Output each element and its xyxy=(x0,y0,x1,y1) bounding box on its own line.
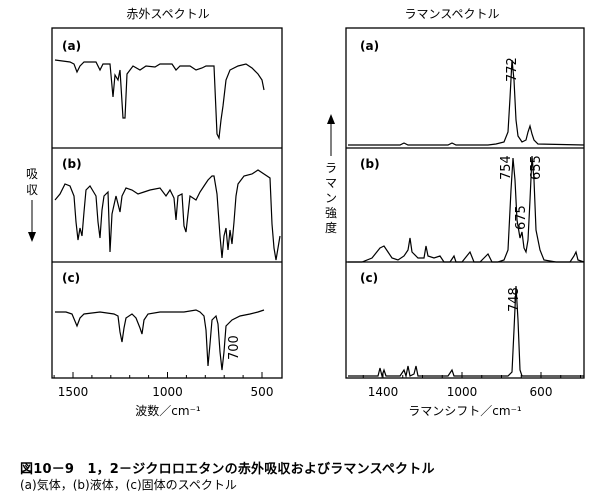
ir-x-ticks: 1500 1000 500 xyxy=(53,372,274,399)
raman-ylabel-char: マ xyxy=(325,176,337,190)
ir-ylabel-2: 収 xyxy=(26,183,38,197)
raman-label-b: (b) xyxy=(360,157,380,171)
raman-annotation-754: 754 xyxy=(499,155,514,180)
caption-title: 図10－9 1，2－ジクロロエタンの赤外吸収およびラマンスペクトル xyxy=(20,462,435,477)
raman-x-ticks: 1400 1000 600 xyxy=(362,372,581,399)
ir-label-a: (a) xyxy=(62,39,81,53)
raman-title: ラマンスペクトル xyxy=(405,7,500,21)
ir-annotation-700: 700 xyxy=(227,335,242,360)
raman-annotation-772: 772 xyxy=(505,57,520,82)
raman-annotation-655: 655 xyxy=(529,155,544,180)
ir-xlabel: 波数／cm⁻¹ xyxy=(135,403,201,418)
ir-spectrum-b xyxy=(54,169,281,261)
raman-label-c: (c) xyxy=(360,271,378,285)
raman-ylabel-char: 強 xyxy=(325,206,337,220)
raman-ylabel-char: ラ xyxy=(325,161,337,175)
ir-spectrum-c xyxy=(55,309,265,371)
raman-spectrum-b xyxy=(348,155,585,263)
ir-spectrum-a xyxy=(54,59,265,141)
raman-annotation-748: 748 xyxy=(507,287,522,312)
ir-tick-label: 500 xyxy=(251,385,274,399)
raman-xlabel: ラマンシフト／cm⁻¹ xyxy=(408,404,522,418)
raman-spectrum-a xyxy=(348,59,585,146)
ir-label-b: (b) xyxy=(62,157,82,171)
ir-arrow-head-icon xyxy=(28,232,36,242)
raman-annotation-675: 675 xyxy=(514,205,529,230)
raman-ylabel-char: 度 xyxy=(325,220,337,235)
raman-label-a: (a) xyxy=(360,39,379,53)
raman-frame xyxy=(345,27,585,379)
ir-tick-label: 1500 xyxy=(58,385,89,399)
ir-frame xyxy=(51,27,283,379)
raman-ylabel-char: ン xyxy=(325,191,337,205)
caption-sub: (a)気体，(b)液体，(c)固体のスペクトル xyxy=(20,478,237,492)
raman-spectrum-c xyxy=(348,285,584,379)
ir-label-c: (c) xyxy=(62,271,80,285)
ir-tick-label: 1000 xyxy=(152,385,183,399)
ir-ylabel-1: 吸 xyxy=(26,167,38,181)
ir-title: 赤外スペクトル xyxy=(126,7,209,21)
raman-tick-label: 1000 xyxy=(447,385,478,399)
raman-tick-label: 1400 xyxy=(368,385,399,399)
raman-tick-label: 600 xyxy=(530,385,553,399)
raman-arrow-head-icon xyxy=(327,114,335,124)
